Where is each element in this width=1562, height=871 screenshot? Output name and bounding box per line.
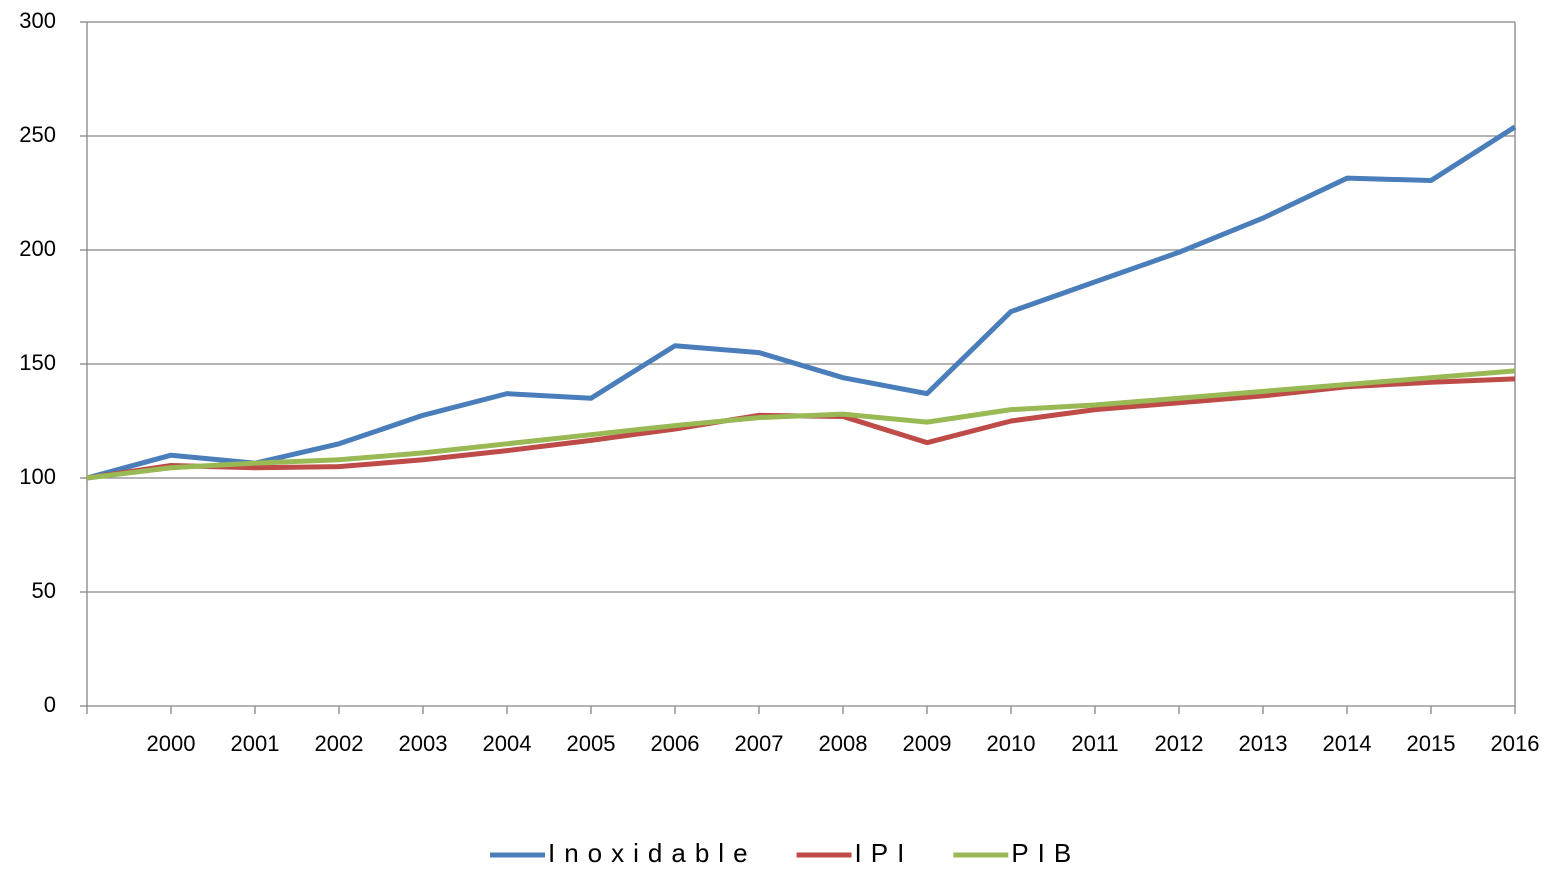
y-tick-label: 300 [19, 8, 56, 33]
y-tick-label: 50 [32, 578, 56, 603]
y-tick-label: 0 [44, 692, 56, 717]
x-tick-label: 2000 [147, 731, 196, 756]
x-tick-label: 2015 [1407, 731, 1456, 756]
x-tick-label: 2007 [735, 731, 784, 756]
legend-label: PIB [1011, 838, 1080, 868]
x-tick-label: 2012 [1155, 731, 1204, 756]
x-tick-label: 2016 [1491, 731, 1540, 756]
x-tick-label: 2005 [567, 731, 616, 756]
line-series [86, 124, 1517, 481]
x-tick-label: 2011 [1071, 731, 1118, 756]
y-tick-label: 100 [19, 464, 56, 489]
x-tick-label: 2013 [1239, 731, 1288, 756]
x-tick-label: 2014 [1323, 731, 1372, 756]
x-tick-label: 2003 [399, 731, 448, 756]
legend-label: Inoxidable [548, 838, 757, 868]
x-tick-label: 2008 [819, 731, 868, 756]
y-tick-label: 150 [19, 350, 56, 375]
line-series [86, 368, 1516, 481]
y-tick-label: 200 [19, 236, 56, 261]
x-tick-label: 2002 [315, 731, 364, 756]
x-tick-label: 2006 [651, 731, 700, 756]
x-tick-label: 2001 [231, 731, 280, 756]
legend-label: IPI [855, 838, 914, 868]
x-tick-label: 2004 [483, 731, 532, 756]
x-tick-label: 2009 [903, 731, 952, 756]
x-tick-label: 2010 [987, 731, 1036, 756]
y-tick-label: 250 [19, 122, 56, 147]
